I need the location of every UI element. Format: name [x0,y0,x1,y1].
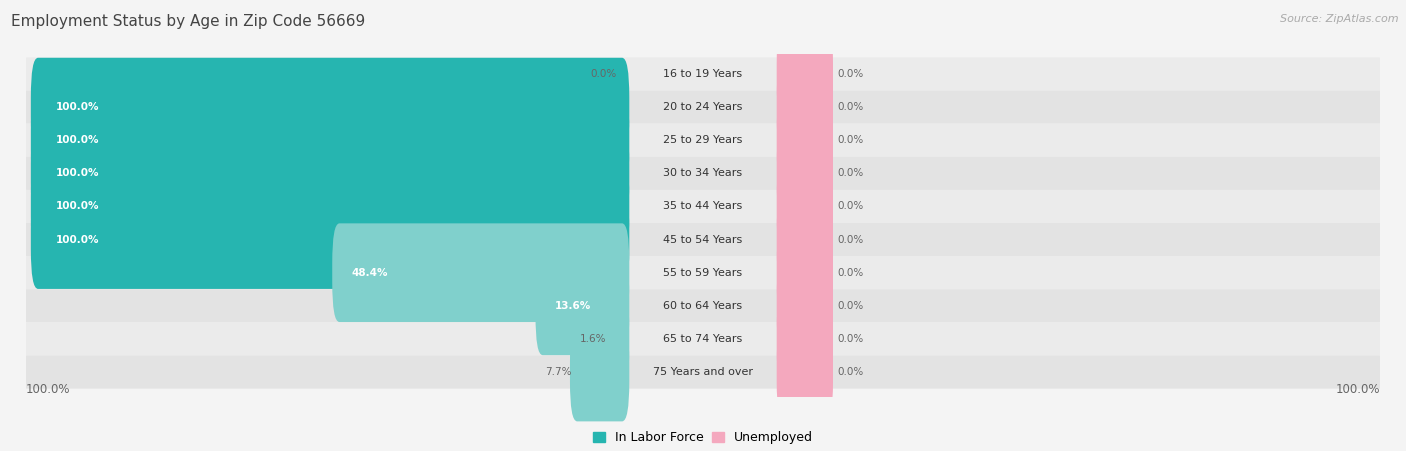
Text: 75 Years and over: 75 Years and over [652,367,754,377]
Text: 65 to 74 Years: 65 to 74 Years [664,334,742,344]
Text: 48.4%: 48.4% [352,268,388,278]
Text: 55 to 59 Years: 55 to 59 Years [664,268,742,278]
FancyBboxPatch shape [776,257,832,355]
FancyBboxPatch shape [27,355,1379,389]
Text: 60 to 64 Years: 60 to 64 Years [664,301,742,311]
FancyBboxPatch shape [31,124,630,223]
Text: 25 to 29 Years: 25 to 29 Years [664,135,742,145]
Text: Source: ZipAtlas.com: Source: ZipAtlas.com [1281,14,1399,23]
FancyBboxPatch shape [776,91,832,189]
Text: 100.0%: 100.0% [56,102,100,112]
FancyBboxPatch shape [27,289,1379,322]
Text: 100.0%: 100.0% [56,168,100,178]
Text: 0.0%: 0.0% [838,69,865,79]
Text: 0.0%: 0.0% [838,235,865,244]
FancyBboxPatch shape [31,91,630,189]
Text: 0.0%: 0.0% [838,268,865,278]
FancyBboxPatch shape [27,190,1379,223]
FancyBboxPatch shape [776,58,832,156]
Text: 30 to 34 Years: 30 to 34 Years [664,168,742,178]
Text: 100.0%: 100.0% [56,235,100,244]
FancyBboxPatch shape [569,323,630,421]
Text: 0.0%: 0.0% [838,168,865,178]
Text: 0.0%: 0.0% [591,69,616,79]
Text: 100.0%: 100.0% [27,383,70,396]
Text: 35 to 44 Years: 35 to 44 Years [664,202,742,212]
Text: 100.0%: 100.0% [56,135,100,145]
FancyBboxPatch shape [776,25,832,123]
FancyBboxPatch shape [776,124,832,223]
FancyBboxPatch shape [31,157,630,256]
Text: 13.6%: 13.6% [555,301,591,311]
Text: 0.0%: 0.0% [838,334,865,344]
Text: 0.0%: 0.0% [838,202,865,212]
Text: 1.6%: 1.6% [581,334,607,344]
FancyBboxPatch shape [776,290,832,388]
Text: 45 to 54 Years: 45 to 54 Years [664,235,742,244]
FancyBboxPatch shape [332,223,630,322]
Text: 0.0%: 0.0% [838,102,865,112]
FancyBboxPatch shape [27,157,1379,190]
FancyBboxPatch shape [27,322,1379,355]
FancyBboxPatch shape [776,190,832,289]
Text: Employment Status by Age in Zip Code 56669: Employment Status by Age in Zip Code 566… [11,14,366,28]
Text: 100.0%: 100.0% [56,202,100,212]
FancyBboxPatch shape [776,323,832,421]
Legend: In Labor Force, Unemployed: In Labor Force, Unemployed [588,426,818,449]
Text: 0.0%: 0.0% [838,301,865,311]
Text: 0.0%: 0.0% [838,135,865,145]
Text: 20 to 24 Years: 20 to 24 Years [664,102,742,112]
FancyBboxPatch shape [27,57,1379,91]
Text: 100.0%: 100.0% [1336,383,1379,396]
FancyBboxPatch shape [27,124,1379,157]
FancyBboxPatch shape [536,257,630,355]
FancyBboxPatch shape [776,223,832,322]
FancyBboxPatch shape [31,190,630,289]
FancyBboxPatch shape [27,223,1379,256]
FancyBboxPatch shape [27,91,1379,124]
Text: 16 to 19 Years: 16 to 19 Years [664,69,742,79]
FancyBboxPatch shape [776,157,832,256]
Text: 0.0%: 0.0% [838,367,865,377]
FancyBboxPatch shape [31,58,630,156]
FancyBboxPatch shape [606,290,630,388]
Text: 7.7%: 7.7% [544,367,571,377]
FancyBboxPatch shape [27,256,1379,289]
